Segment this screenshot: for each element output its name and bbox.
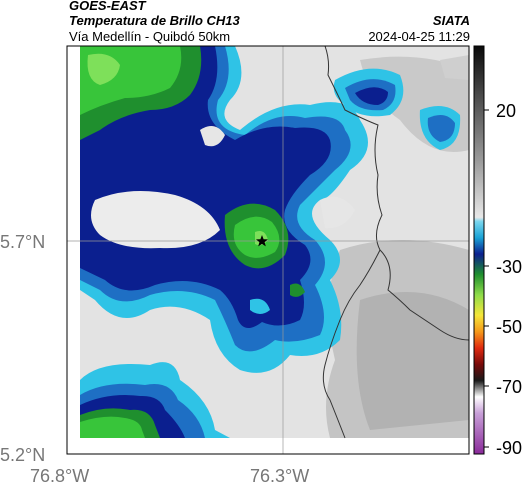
colorbar-label: -70: [496, 377, 522, 397]
y-tick-label: 5.7°N: [0, 232, 45, 252]
colorbar: [473, 45, 485, 455]
plot-frame: [66, 45, 470, 455]
datetime-label: 2024-04-25 11:29: [368, 29, 470, 44]
colorbar-label: 20: [496, 101, 516, 121]
colorbar-label: -90: [496, 438, 522, 458]
location-star-icon: [256, 235, 268, 247]
border-line: [324, 46, 469, 341]
route-label: Vía Medellín - Quibdó 50km: [69, 29, 231, 44]
colorbar-label: -30: [496, 257, 522, 277]
product-title: Temperatura de Brillo CH13: [69, 13, 240, 28]
x-tick-label: 76.3°W: [250, 466, 309, 486]
cloud-field: [67, 46, 469, 454]
satellite-title: GOES-EAST: [69, 0, 146, 13]
org-label: SIATA: [432, 13, 470, 28]
colorbar-label: -50: [496, 317, 522, 337]
x-tick-label: 76.8°W: [30, 466, 89, 486]
colorbar-ticks: [484, 109, 489, 448]
river-line: [322, 249, 381, 439]
y-tick-label: 5.2°N: [0, 445, 45, 465]
